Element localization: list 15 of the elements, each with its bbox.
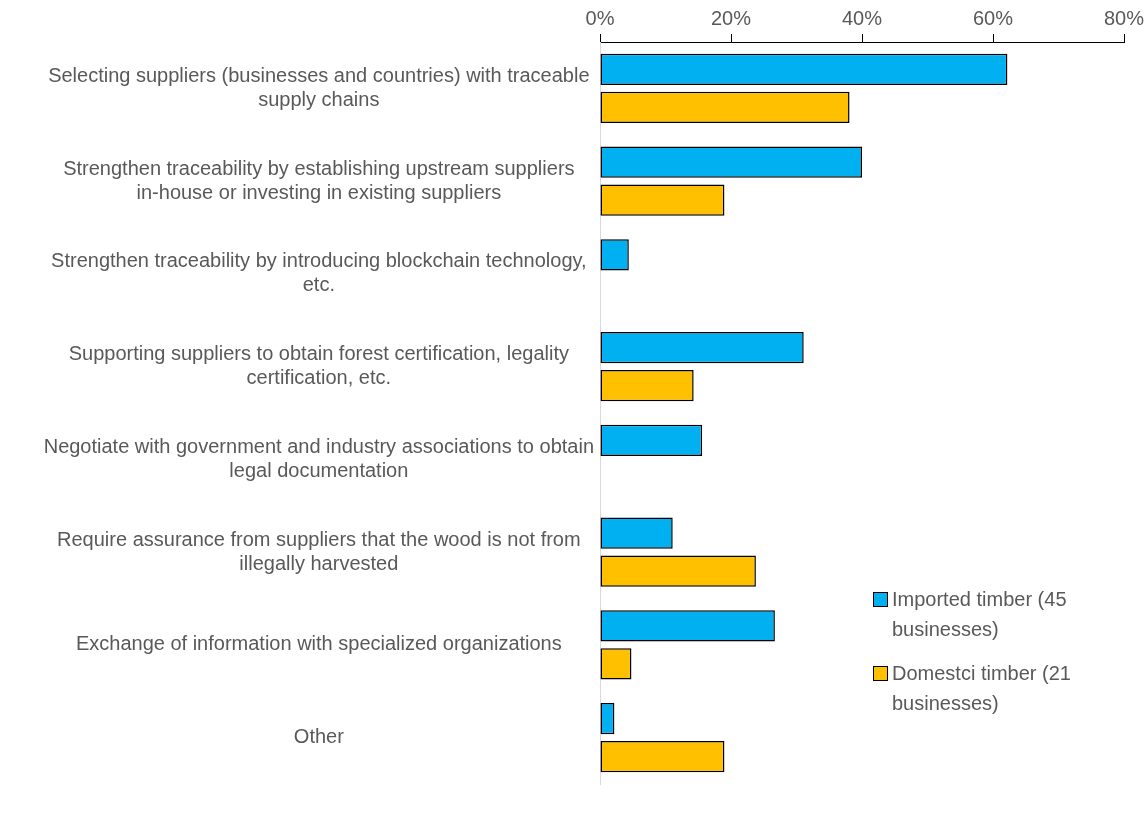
y-tick-label: Exchange of information with specialized organizations bbox=[75, 632, 562, 655]
y-tick-label: Strengthen traceability by establishing upstream suppliers in-house or investing in existing suppliers bbox=[63, 156, 575, 203]
y-tick-label: Supporting suppliers to obtain forest certification, legality certification, etc. bbox=[68, 342, 569, 389]
legend-label: Domestci timber (21 businesses) bbox=[892, 661, 1072, 716]
y-tick-label: Require assurance from suppliers that the wood is not from illegally harvested bbox=[57, 527, 581, 574]
legend-label: Imported timber (45 businesses) bbox=[892, 587, 1068, 642]
y-tick-label: Strengthen traceability by introducing blockchain technology, etc. bbox=[51, 249, 587, 296]
y-tick-label: Selecting suppliers (businesses and countries) with traceable supply chains bbox=[48, 63, 590, 110]
x-tick-label: 0% bbox=[585, 6, 615, 29]
y-tick-label: Other bbox=[293, 725, 345, 748]
y-tick-label: Negotiate with government and industry associations to obtain legal documentation bbox=[43, 434, 594, 481]
x-tick-label: 20% bbox=[710, 6, 752, 29]
x-tick-label: 60% bbox=[972, 6, 1014, 29]
x-tick-label: 80% bbox=[1103, 6, 1145, 29]
x-tick-label: 40% bbox=[841, 6, 883, 29]
